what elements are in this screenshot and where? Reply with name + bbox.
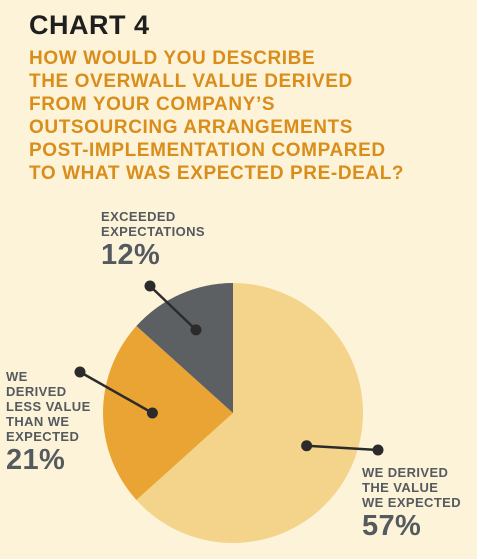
leader-dot [190,324,202,336]
slice-label-line: THAN WE [6,414,70,429]
slice-label-line: WE [6,369,28,384]
slice-value-label: 21% [6,444,66,476]
slice-label-exceeded: EXCEEDED EXPECTATIONS 12% [101,209,205,271]
slice-value-label: 57% [362,510,422,542]
slice-label-line: EXPECTATIONS [101,224,205,239]
leader-dot [144,280,156,292]
slice-label-line: EXPECTED [6,429,80,444]
chart-title-line: THE OVERWALL VALUE DERIVED [29,71,353,92]
slice-label-line: WE EXPECTED [362,495,462,510]
slice-label-line: THE VALUE [362,480,439,495]
leader-line [79,370,154,415]
slice-value-label: 12% [101,239,161,271]
slice-label-line: WE DERIVED [362,465,449,480]
slice-label-line: EXCEEDED [101,209,176,224]
chart-title-line: HOW WOULD YOU DESCRIBE [29,48,316,69]
leader-line [306,444,379,452]
chart-title-line: OUTSOURCING ARRANGEMENTS [29,117,354,138]
chart-title-line: TO WHAT WAS EXPECTED PRE-DEAL? [29,163,405,184]
leader-dot [301,440,313,452]
leader-dot [74,366,86,378]
slice-label-expected: WE DERIVED THE VALUE WE EXPECTED 57% [362,465,461,542]
pie-slice-less [103,326,234,500]
pie-slice-exceeded [136,283,233,413]
pie-slice-expected [136,283,363,543]
slice-label-line: DERIVED [6,384,67,399]
slice-label-line: LESS VALUE [6,399,91,414]
slice-label-less: WE DERIVED LESS VALUE THAN WE EXPECTED 2… [6,369,91,476]
chart-title-line: FROM YOUR COMPANY’S [29,94,276,115]
chart-number: CHART 4 [29,10,150,40]
leader-dot [146,407,158,419]
chart-title: HOW WOULD YOU DESCRIBE THE OVERWALL VALU… [29,47,459,185]
leader-dot [372,444,384,456]
leader-line [149,285,197,331]
chart-title-line: POST-IMPLEMENTATION COMPARED [29,140,386,161]
